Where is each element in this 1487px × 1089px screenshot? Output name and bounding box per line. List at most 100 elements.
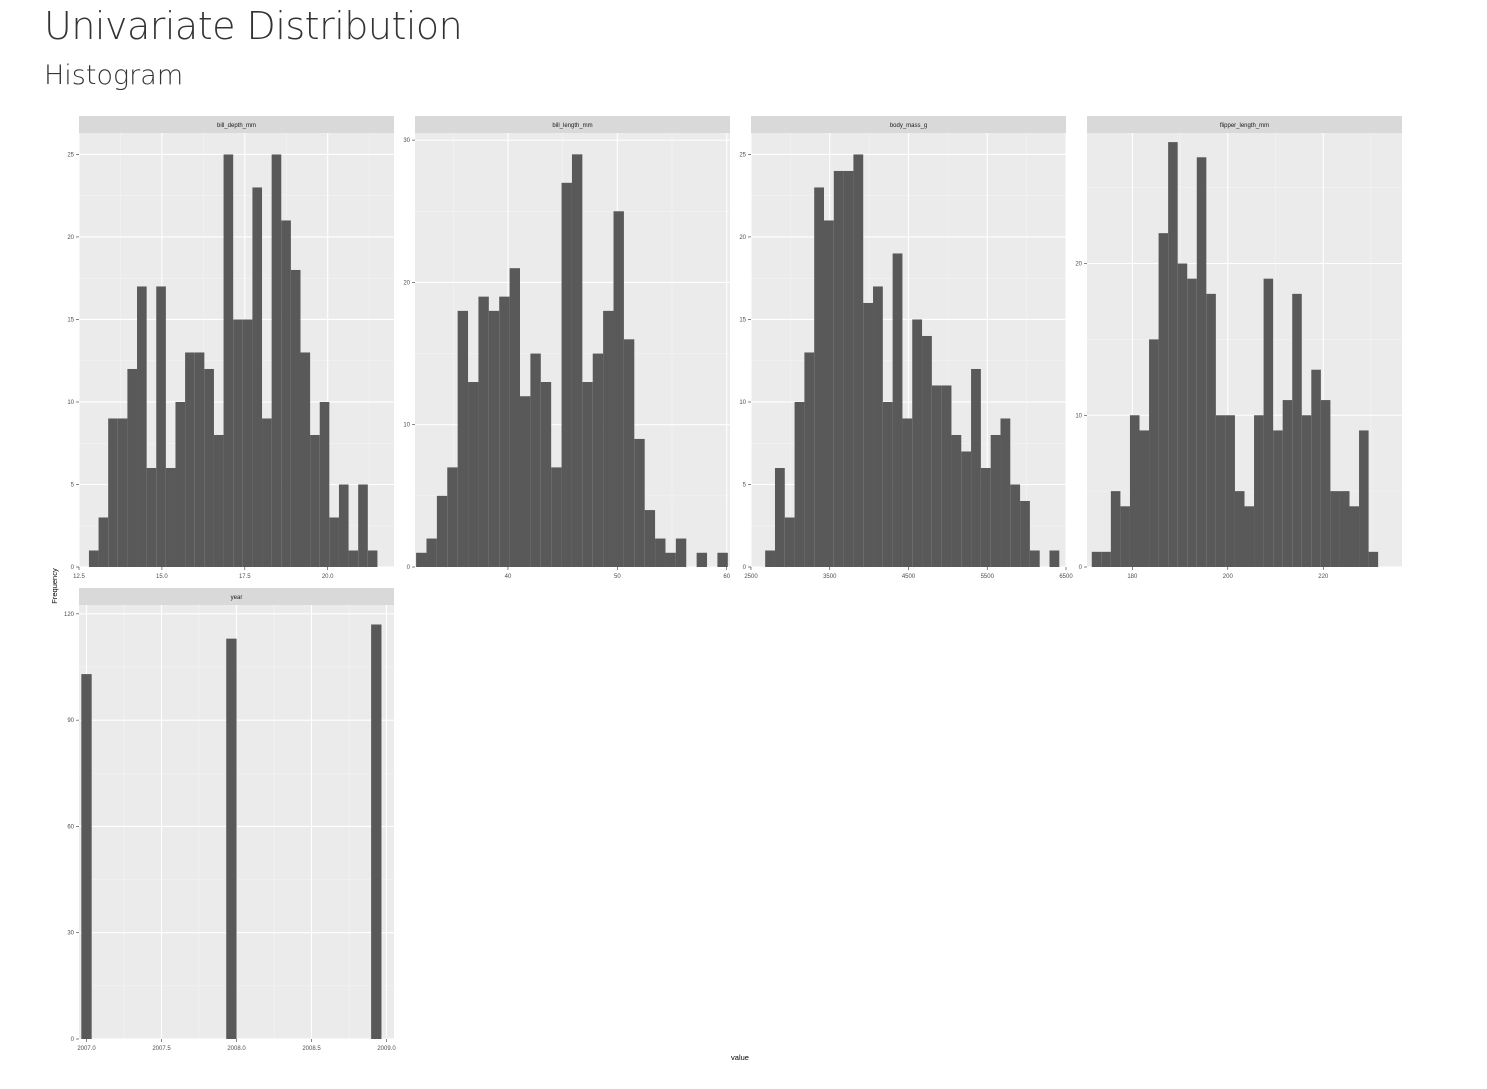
histogram-bar — [1320, 400, 1331, 567]
histogram-bar — [931, 385, 942, 567]
histogram-bar — [1101, 551, 1111, 567]
facet-strip — [79, 116, 394, 133]
facet-strip-label: year — [231, 595, 243, 601]
histogram-bar — [226, 638, 237, 1039]
x-tick-label: 2500 — [744, 574, 758, 580]
histogram-bar — [447, 467, 458, 567]
histogram-bar — [478, 296, 489, 567]
histogram-bar — [117, 418, 128, 567]
x-tick-label: 5500 — [981, 574, 995, 580]
histogram-bar — [348, 550, 359, 567]
histogram-bar — [784, 517, 795, 567]
histogram-bar — [300, 352, 311, 567]
histogram-bar — [329, 517, 339, 567]
histogram-bar — [833, 170, 844, 567]
histogram-bar — [1273, 430, 1283, 567]
histogram-bar — [1049, 550, 1060, 567]
histogram-bar — [488, 310, 500, 567]
facet-flipper-length-mm: flipper_length_mm 0 10 20 180 200 220 — [1075, 116, 1402, 580]
histogram-bar — [1368, 551, 1379, 567]
x-tick-label: 40 — [505, 574, 512, 580]
histogram-bar — [1139, 430, 1150, 567]
histogram-bar — [175, 401, 186, 567]
histogram-bar — [912, 319, 923, 567]
histogram-bar — [571, 154, 583, 567]
histogram-bar — [252, 187, 263, 567]
y-axis-label: Frequency — [50, 568, 59, 604]
histogram-bar — [468, 382, 479, 567]
histogram-bar — [582, 382, 593, 567]
y-tick-label: 25 — [67, 152, 74, 158]
histogram-bar — [499, 296, 510, 567]
facet-strip — [415, 116, 730, 133]
histogram-bar — [290, 269, 301, 567]
histogram-bar — [1120, 506, 1130, 567]
x-tick-label: 4500 — [902, 574, 916, 580]
histogram-bar — [88, 550, 99, 567]
histogram-bar — [1301, 415, 1312, 567]
histogram-bar — [980, 467, 991, 567]
x-tick-label: 2008.0 — [227, 1046, 246, 1052]
x-tick-label: 20.0 — [322, 574, 334, 580]
facet-year: year 0 30 60 90 120 2007.0 2007.5 2008.0 2008.5 20… — [64, 588, 396, 1052]
x-axis-label: value — [731, 1053, 749, 1062]
histogram-bar — [1263, 278, 1274, 567]
histogram-bar — [603, 310, 614, 567]
histogram-bar — [319, 401, 330, 567]
histogram-bar — [1292, 293, 1302, 567]
histogram-bar — [971, 368, 981, 567]
y-tick-label: 15 — [67, 317, 74, 323]
x-tick-label: 2007.5 — [152, 1046, 171, 1052]
histogram-bar — [1339, 491, 1350, 567]
histogram-bar — [165, 467, 176, 567]
histogram-bar — [774, 467, 785, 567]
facet-body-mass-g: body_mass_g 0 5 10 15 20 25 2500 3500 4500 5500 650… — [739, 116, 1073, 580]
histogram-bar — [941, 385, 952, 567]
histogram-bar — [457, 310, 469, 567]
histogram-bar — [1359, 430, 1369, 567]
facet-strip-label: body_mass_g — [890, 123, 927, 129]
y-tick-label: 30 — [67, 931, 74, 937]
y-tick-label: 90 — [67, 718, 74, 724]
x-tick-label: 220 — [1318, 574, 1329, 580]
histogram-bar — [1010, 484, 1021, 567]
histogram-bar — [233, 319, 243, 567]
x-tick-label: 15.0 — [156, 574, 168, 580]
facet-strip — [751, 116, 1066, 133]
facet-strip-label: bill_length_mm — [552, 123, 592, 129]
y-tick-label: 0 — [71, 565, 75, 571]
histogram-bar — [717, 552, 728, 567]
x-tick-label: 17.5 — [239, 574, 251, 580]
x-tick-label: 2008.5 — [302, 1046, 321, 1052]
histogram-bar — [551, 467, 562, 567]
histogram-bar — [1244, 506, 1255, 567]
histogram-bar — [824, 220, 834, 567]
y-tick-label: 10 — [739, 400, 746, 406]
histogram-bar — [81, 674, 92, 1039]
y-tick-label: 20 — [1075, 262, 1082, 268]
histogram-bar — [1330, 491, 1340, 567]
histogram-bar — [1187, 278, 1197, 567]
y-tick-label: 10 — [403, 423, 410, 429]
histogram-bar — [98, 517, 109, 567]
x-tick-label: 180 — [1127, 574, 1138, 580]
y-tick-label: 0 — [1079, 565, 1083, 571]
histogram-bar — [242, 319, 253, 567]
histogram-bar — [863, 302, 874, 567]
histogram-bar — [634, 438, 645, 567]
facet-strip-label: flipper_length_mm — [1220, 123, 1269, 129]
y-tick-label: 25 — [739, 152, 746, 158]
page-title: Univariate Distribution — [44, 4, 463, 48]
x-tick-label: 6500 — [1059, 574, 1073, 580]
y-tick-label: 20 — [739, 235, 746, 241]
x-tick-label: 200 — [1223, 574, 1234, 580]
histogram-bar — [592, 353, 604, 567]
x-tick-label: 50 — [614, 574, 621, 580]
histogram-bar — [1029, 550, 1040, 567]
facet-strip — [79, 588, 394, 605]
histogram-bar — [338, 484, 349, 567]
histogram-bar — [371, 624, 382, 1039]
histogram-bar — [675, 538, 687, 567]
histogram-bar — [1215, 415, 1226, 567]
